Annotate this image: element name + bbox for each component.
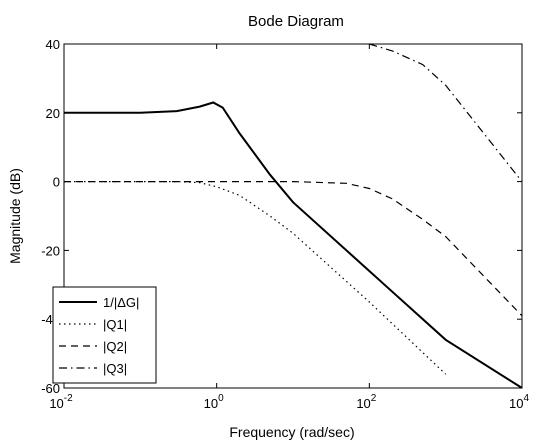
legend: 1/|ΔG| |Q1| |Q2| |Q3| [52, 286, 157, 384]
x-axis-title: Frequency (rad/sec) [229, 424, 354, 440]
chart-title: Bode Diagram [248, 13, 344, 30]
x-tick-label: 102 [356, 393, 376, 411]
series-line-3 [64, 181, 523, 317]
legend-label: 1/|ΔG| [103, 295, 139, 310]
series-line-1 [64, 101, 523, 389]
y-tick-label: -20 [41, 243, 60, 258]
legend-label: |Q3| [103, 361, 127, 376]
x-tick-label: 104 [509, 393, 529, 411]
series-line-4 [369, 43, 523, 182]
y-tick-label: 20 [46, 106, 60, 121]
y-tick-label: -60 [41, 381, 60, 396]
y-tick-label: 0 [53, 175, 60, 190]
series-layer [64, 43, 523, 389]
series-line-2 [64, 181, 447, 375]
legend-label: |Q1| [103, 317, 127, 332]
y-tick-label: 40 [46, 37, 60, 52]
legend-label: |Q2| [103, 339, 127, 354]
plot-frame [63, 43, 523, 389]
x-tick-label: 10-2 [49, 393, 73, 411]
y-axis-title: Magnitude (dB) [7, 168, 23, 264]
x-tick-label: 100 [204, 393, 224, 411]
